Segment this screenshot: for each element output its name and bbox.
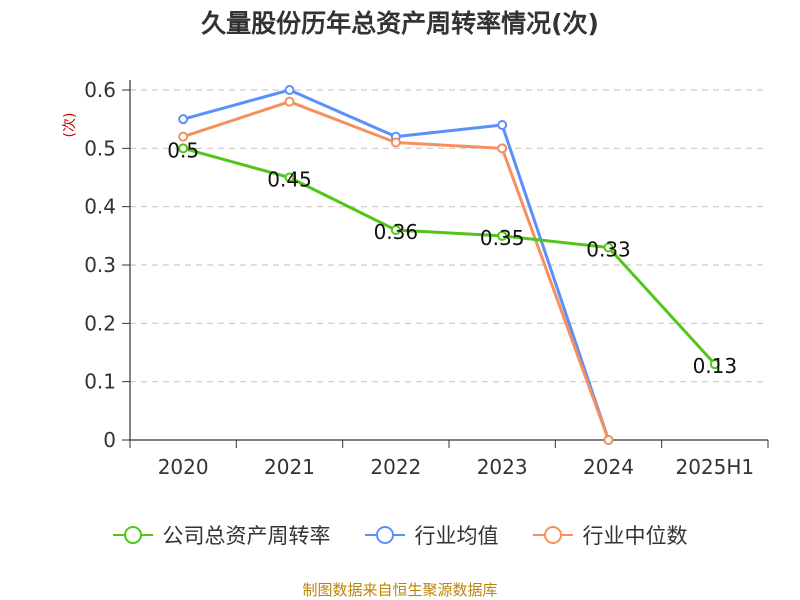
data-point xyxy=(284,96,295,107)
source-note: 制图数据来自恒生聚源数据库 xyxy=(302,581,498,599)
x-tick-label: 2023 xyxy=(477,455,528,479)
legend: 公司总资产周转率 行业均值 行业中位数 xyxy=(0,520,800,550)
data-label: 0.35 xyxy=(480,226,525,250)
data-point xyxy=(497,143,508,154)
data-point xyxy=(284,172,295,183)
x-tick-label: 2021 xyxy=(264,455,315,479)
legend-marker-icon xyxy=(364,525,405,545)
y-axis-label: (次) xyxy=(62,113,78,138)
axis-layer: 0 0.1 0.2 0.3 0.4 0.5 0.6 2020 2021 2022 2023 2024 2… xyxy=(84,78,769,479)
data-point xyxy=(178,143,189,154)
data-label: 0.33 xyxy=(586,238,631,262)
data-point xyxy=(497,120,508,130)
y-tick-label: 0 xyxy=(103,428,116,452)
chart-title: 久量股份历年总资产周转率情况(次) xyxy=(201,9,599,38)
data-point xyxy=(390,225,401,235)
data-point xyxy=(497,230,508,241)
y-tick-label: 0.1 xyxy=(84,370,116,394)
x-tick-label: 2020 xyxy=(158,455,209,479)
series-layer xyxy=(178,85,720,445)
data-label-layer: 0.5 0.45 0.36 0.35 0.33 0.13 xyxy=(167,138,737,378)
legend-marker-icon xyxy=(532,525,573,545)
legend-label: 行业中位数 xyxy=(582,524,688,548)
data-point xyxy=(284,85,295,95)
y-tick-label: 0.2 xyxy=(84,311,116,335)
data-point xyxy=(390,137,401,148)
data-point xyxy=(178,114,189,125)
legend-item-industry-mean[interactable]: 行业均值 xyxy=(364,520,499,550)
legend-label: 公司总资产周转率 xyxy=(162,524,331,548)
data-label: 0.36 xyxy=(374,220,419,244)
y-tick-label: 0.3 xyxy=(84,253,116,277)
legend-label: 行业均值 xyxy=(414,524,499,548)
legend-marker-icon xyxy=(112,525,153,545)
y-tick-label: 0.5 xyxy=(84,136,116,160)
x-tick-label: 2022 xyxy=(370,455,421,479)
data-label: 0.5 xyxy=(167,138,199,162)
legend-item-company[interactable]: 公司总资产周转率 xyxy=(112,520,331,550)
data-point xyxy=(709,359,720,370)
series-line xyxy=(182,146,716,366)
data-point xyxy=(178,131,189,142)
series-line xyxy=(182,100,610,441)
data-point xyxy=(603,242,614,253)
data-label: 0.45 xyxy=(267,168,312,192)
legend-item-industry-median[interactable]: 行业中位数 xyxy=(532,520,688,550)
y-tick-label: 0.6 xyxy=(84,78,116,102)
x-tick-label: 2024 xyxy=(583,455,634,479)
y-tick-label: 0.4 xyxy=(84,195,116,219)
grid-layer xyxy=(130,89,768,383)
data-point xyxy=(603,435,614,445)
x-tick-label: 2025H1 xyxy=(675,455,754,479)
data-label: 0.13 xyxy=(693,354,738,378)
